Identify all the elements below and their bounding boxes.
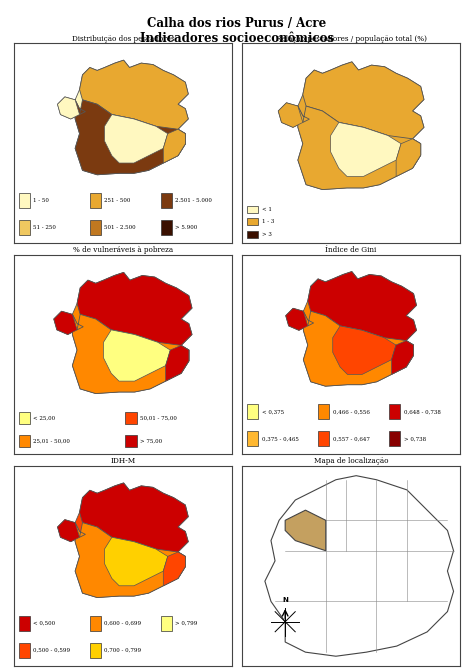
Title: Índice de Gini: Índice de Gini bbox=[326, 246, 377, 254]
Title: % de vulneráveis à pobreza: % de vulneráveis à pobreza bbox=[73, 246, 173, 254]
Title: Distribuição dos pescadores: Distribuição dos pescadores bbox=[72, 35, 174, 43]
Title: Mapa de localização: Mapa de localização bbox=[314, 458, 388, 466]
Title: Relação pescadores / população total (%): Relação pescadores / população total (%) bbox=[275, 35, 427, 43]
Text: Indicadores socioeconômicos: Indicadores socioeconômicos bbox=[140, 32, 334, 45]
Text: Calha dos rios Purus / Acre: Calha dos rios Purus / Acre bbox=[147, 17, 327, 29]
Title: IDH-M: IDH-M bbox=[110, 458, 136, 466]
